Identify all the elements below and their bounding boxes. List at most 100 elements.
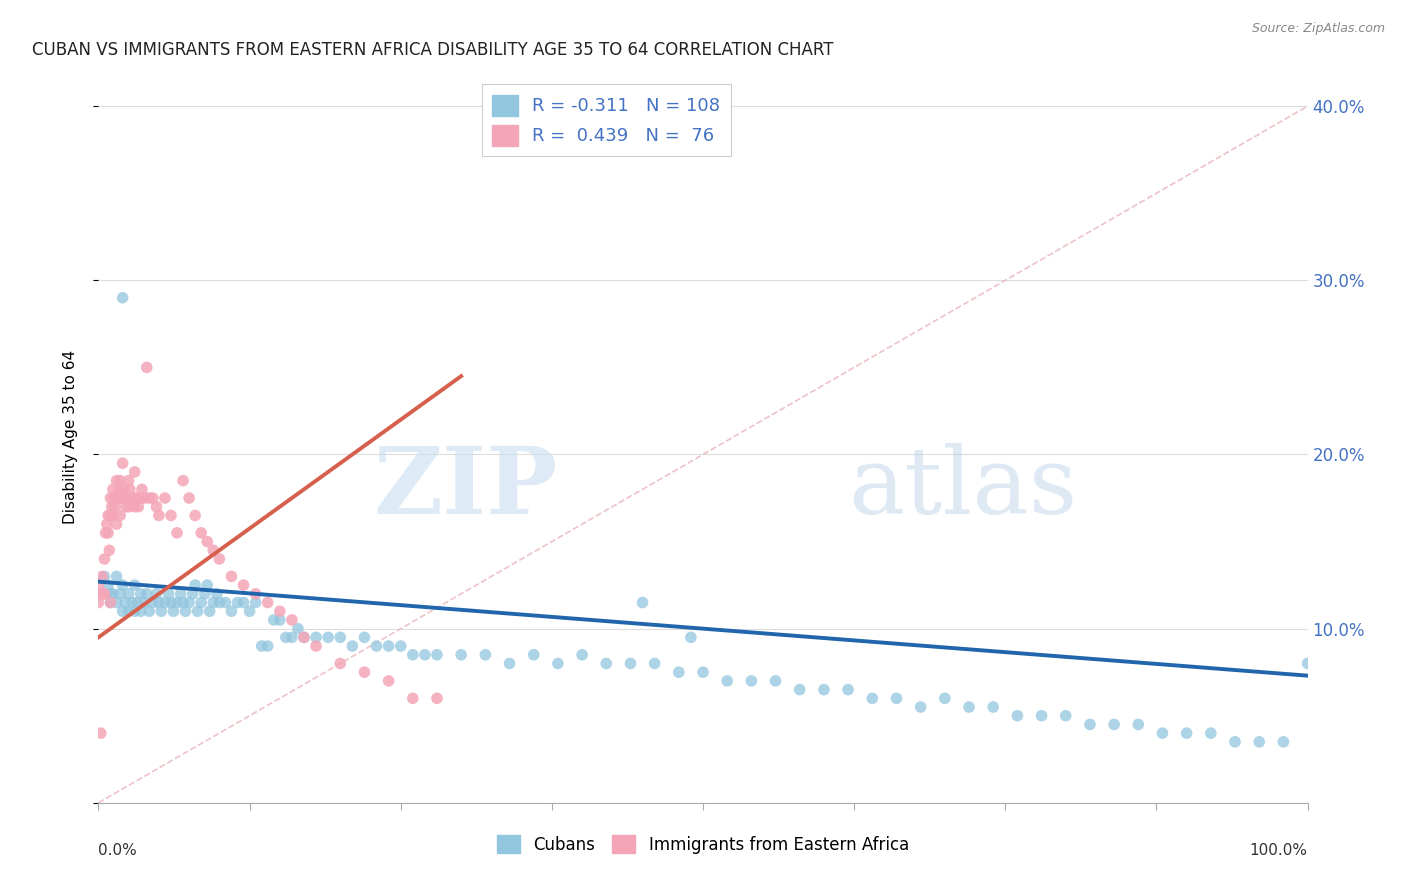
Point bbox=[402, 691, 425, 706]
Point bbox=[117, 491, 139, 505]
Point bbox=[1296, 657, 1319, 671]
Text: 100.0%: 100.0% bbox=[1250, 843, 1308, 858]
Point bbox=[305, 631, 328, 645]
Point bbox=[1128, 717, 1150, 731]
Point bbox=[125, 491, 148, 505]
Point bbox=[118, 483, 141, 497]
Point bbox=[329, 657, 352, 671]
Point bbox=[100, 500, 122, 514]
Point bbox=[96, 517, 118, 532]
Point bbox=[413, 648, 436, 662]
Point bbox=[153, 491, 176, 505]
Point bbox=[124, 604, 146, 618]
Point bbox=[94, 525, 117, 540]
Point bbox=[195, 578, 218, 592]
Point bbox=[87, 578, 110, 592]
Point bbox=[108, 474, 131, 488]
Point bbox=[103, 491, 125, 505]
Point bbox=[353, 631, 375, 645]
Point bbox=[910, 700, 932, 714]
Point bbox=[316, 631, 339, 645]
Point bbox=[1078, 717, 1101, 731]
Point bbox=[450, 648, 472, 662]
Point bbox=[498, 657, 520, 671]
Point bbox=[256, 639, 278, 653]
Point bbox=[353, 665, 375, 680]
Point bbox=[118, 474, 141, 488]
Point bbox=[112, 483, 135, 497]
Legend: Cubans, Immigrants from Eastern Africa: Cubans, Immigrants from Eastern Africa bbox=[491, 829, 915, 860]
Text: CUBAN VS IMMIGRANTS FROM EASTERN AFRICA DISABILITY AGE 35 TO 64 CORRELATION CHAR: CUBAN VS IMMIGRANTS FROM EASTERN AFRICA … bbox=[32, 41, 834, 59]
Point bbox=[111, 491, 134, 505]
Point bbox=[934, 691, 956, 706]
Point bbox=[194, 587, 217, 601]
Point bbox=[181, 587, 204, 601]
Point bbox=[208, 552, 231, 566]
Point bbox=[148, 595, 170, 609]
Point bbox=[1272, 735, 1295, 749]
Point bbox=[1054, 708, 1077, 723]
Point bbox=[292, 631, 315, 645]
Point bbox=[179, 491, 201, 505]
Point bbox=[104, 500, 127, 514]
Point bbox=[110, 491, 132, 505]
Point bbox=[837, 682, 859, 697]
Point bbox=[198, 604, 221, 618]
Point bbox=[114, 491, 136, 505]
Point bbox=[179, 595, 201, 609]
Point bbox=[329, 631, 352, 645]
Point bbox=[208, 595, 231, 609]
Point bbox=[274, 631, 297, 645]
Point bbox=[232, 595, 254, 609]
Point bbox=[679, 631, 702, 645]
Point bbox=[1102, 717, 1125, 731]
Point bbox=[87, 595, 110, 609]
Point bbox=[157, 587, 180, 601]
Point bbox=[402, 648, 425, 662]
Point bbox=[108, 508, 131, 523]
Point bbox=[226, 595, 249, 609]
Point bbox=[118, 587, 141, 601]
Point bbox=[187, 604, 209, 618]
Point bbox=[287, 622, 309, 636]
Point bbox=[131, 483, 153, 497]
Point bbox=[111, 604, 134, 618]
Point bbox=[127, 595, 149, 609]
Point bbox=[232, 578, 254, 592]
Point bbox=[1223, 735, 1246, 749]
Point bbox=[1249, 735, 1271, 749]
Point bbox=[202, 543, 225, 558]
Point bbox=[1175, 726, 1198, 740]
Point bbox=[97, 508, 120, 523]
Point bbox=[115, 500, 138, 514]
Point bbox=[145, 500, 167, 514]
Point bbox=[138, 604, 160, 618]
Point bbox=[108, 483, 131, 497]
Point bbox=[619, 657, 641, 671]
Point bbox=[121, 491, 143, 505]
Point bbox=[134, 491, 156, 505]
Point bbox=[172, 595, 194, 609]
Point bbox=[160, 508, 183, 523]
Point bbox=[100, 595, 122, 609]
Point bbox=[281, 613, 304, 627]
Text: 0.0%: 0.0% bbox=[98, 843, 138, 858]
Point bbox=[377, 673, 399, 688]
Point bbox=[366, 639, 388, 653]
Point bbox=[292, 631, 315, 645]
Point bbox=[1031, 708, 1053, 723]
Y-axis label: Disability Age 35 to 64: Disability Age 35 to 64 bbox=[63, 350, 77, 524]
Text: ZIP: ZIP bbox=[374, 443, 558, 533]
Point bbox=[377, 639, 399, 653]
Point bbox=[256, 595, 278, 609]
Point bbox=[129, 604, 152, 618]
Point bbox=[789, 682, 811, 697]
Point bbox=[118, 604, 141, 618]
Point bbox=[426, 648, 449, 662]
Point bbox=[100, 587, 122, 601]
Point bbox=[93, 552, 115, 566]
Point bbox=[886, 691, 908, 706]
Point bbox=[129, 587, 152, 601]
Point bbox=[90, 587, 112, 601]
Point bbox=[121, 595, 143, 609]
